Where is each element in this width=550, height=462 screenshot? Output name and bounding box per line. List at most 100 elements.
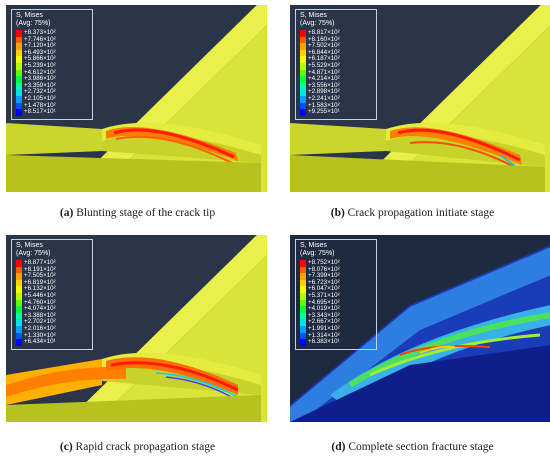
legend-swatch bbox=[16, 266, 22, 274]
legend-value: +8.373×10² bbox=[24, 29, 56, 36]
fea-model-render bbox=[6, 5, 267, 192]
legend-row: +2.732×10² bbox=[16, 89, 89, 96]
caption-a: (a) Blunting stage of the crack tip bbox=[0, 207, 275, 219]
legend-subtitle: (Avg: 75%) bbox=[16, 20, 51, 27]
legend-swatch bbox=[300, 49, 306, 57]
legend-value: +6.132×10² bbox=[24, 285, 56, 293]
stress-legend: S, Mises (Avg: 75%) +8.877×10² +8.191×10²… bbox=[11, 239, 93, 350]
legend-swatch bbox=[16, 260, 22, 267]
legend-swatch bbox=[300, 36, 306, 44]
legend-swatch bbox=[16, 43, 22, 50]
legend-value: +7.502×10² bbox=[308, 42, 340, 50]
legend-row: +5.529×10² bbox=[300, 62, 373, 70]
legend-value: +2.016×10² bbox=[24, 324, 56, 332]
legend-value: +8.160×10² bbox=[308, 35, 340, 43]
legend-value: +1.314×10² bbox=[308, 331, 340, 339]
legend-title: S, Mises bbox=[16, 242, 43, 249]
legend-value: +5.239×10² bbox=[24, 61, 56, 69]
legend-row: +8.160×10² bbox=[300, 35, 373, 44]
legend-value: +7.120×10² bbox=[24, 42, 56, 50]
legend-value: +6.047×10² bbox=[308, 285, 340, 293]
legend-value: +4.612×10² bbox=[24, 68, 56, 76]
legend-row: +8.752×10² bbox=[300, 259, 373, 267]
legend-value: +6.434×10¹ bbox=[24, 338, 56, 346]
legend-value: +3.359×10² bbox=[24, 81, 56, 89]
legend-swatch bbox=[300, 299, 306, 307]
caption-text: Complete section fracture stage bbox=[348, 441, 494, 453]
legend-swatch bbox=[300, 292, 306, 300]
legend-swatch bbox=[300, 69, 306, 77]
legend-swatch bbox=[16, 325, 22, 333]
legend-row: +3.556×10² bbox=[300, 82, 373, 90]
legend-swatch bbox=[16, 273, 22, 280]
legend-value: +4.074×10² bbox=[24, 305, 56, 313]
legend-row: +6.187×10² bbox=[300, 56, 373, 63]
legend-swatch bbox=[300, 95, 306, 103]
legend-row: +6.047×10² bbox=[300, 286, 373, 293]
legend-row: +4.760×10² bbox=[16, 298, 89, 307]
legend-value: +2.898×10² bbox=[308, 88, 340, 96]
legend-swatch bbox=[300, 306, 306, 313]
legend-value: +1.330×10² bbox=[24, 331, 56, 339]
legend-value: +3.343×10² bbox=[308, 311, 340, 319]
fea-model-render bbox=[6, 235, 267, 422]
legend-value: +5.446×10² bbox=[24, 291, 56, 299]
legend-value: +6.383×10¹ bbox=[308, 338, 340, 346]
legend-swatch bbox=[300, 30, 306, 37]
legend-row: +2.702×10² bbox=[16, 319, 89, 326]
legend-row: +2.667×10² bbox=[300, 319, 373, 326]
legend-swatch bbox=[300, 89, 306, 96]
legend-row: +2.898×10² bbox=[300, 89, 373, 96]
legend-value: +6.844×10² bbox=[308, 48, 340, 56]
legend-value: +8.752×10² bbox=[308, 259, 340, 266]
caption-text: Blunting stage of the crack tip bbox=[76, 207, 216, 219]
legend-row: +9.255×10¹ bbox=[300, 109, 373, 116]
legend-value: +4.760×10² bbox=[24, 298, 56, 306]
legend-value: +4.214×10² bbox=[308, 75, 340, 83]
caption-text: Crack propagation initiate stage bbox=[347, 207, 495, 219]
legend-value: +8.517×10¹ bbox=[24, 108, 56, 116]
legend-swatch bbox=[16, 49, 22, 57]
legend-value: +1.478×10² bbox=[24, 101, 56, 109]
legend-row: +3.343×10² bbox=[300, 311, 373, 320]
legend-row: +8.191×10² bbox=[16, 266, 89, 274]
caption-label: (a) bbox=[59, 207, 74, 219]
legend-swatch bbox=[16, 69, 22, 77]
legend-row: +1.991×10² bbox=[300, 325, 373, 333]
legend-row: +2.105×10² bbox=[16, 95, 89, 103]
legend-value: +7.399×10² bbox=[308, 272, 340, 280]
legend-swatch bbox=[16, 82, 22, 90]
legend-row: +5.371×10² bbox=[300, 292, 373, 300]
legend-value: +2.732×10² bbox=[24, 88, 56, 96]
legend-swatch bbox=[300, 76, 306, 83]
legend-value: +4.019×10² bbox=[308, 305, 340, 313]
legend-row: +6.493×10² bbox=[16, 49, 89, 57]
legend-value: +2.702×10² bbox=[24, 318, 56, 326]
legend-value: +3.986×10² bbox=[24, 75, 56, 83]
legend-value: +4.871×10² bbox=[308, 68, 340, 76]
legend-rows: +8.373×10² +7.746×10² +7.120×10² +6.493×10²… bbox=[16, 29, 89, 116]
legend-swatch bbox=[16, 299, 22, 307]
legend-row: +7.505×10² bbox=[16, 273, 89, 280]
legend-swatch bbox=[300, 319, 306, 326]
legend-row: +5.446×10² bbox=[16, 291, 89, 300]
legend-swatch bbox=[300, 56, 306, 63]
legend-row: +6.819×10² bbox=[16, 279, 89, 287]
legend-subtitle: (Avg: 75%) bbox=[16, 250, 51, 257]
legend-swatch bbox=[300, 260, 306, 267]
legend-row: +4.019×10² bbox=[300, 306, 373, 313]
legend-swatch bbox=[16, 89, 22, 96]
legend-swatch bbox=[16, 30, 22, 37]
legend-swatch bbox=[16, 306, 22, 313]
caption-c: (c) Rapid crack propagation stage bbox=[0, 441, 275, 453]
legend-swatch bbox=[16, 279, 22, 287]
legend-row: +7.120×10² bbox=[16, 43, 89, 50]
legend-value: +2.241×10² bbox=[308, 94, 340, 102]
legend-value: +6.187×10² bbox=[308, 55, 340, 63]
legend-value: +3.388×10² bbox=[24, 311, 56, 319]
legend-row: +3.388×10² bbox=[16, 311, 89, 320]
legend-swatch bbox=[16, 56, 22, 63]
legend-swatch bbox=[16, 332, 22, 340]
legend-swatch bbox=[16, 319, 22, 326]
legend-title: S, Mises bbox=[16, 12, 43, 19]
